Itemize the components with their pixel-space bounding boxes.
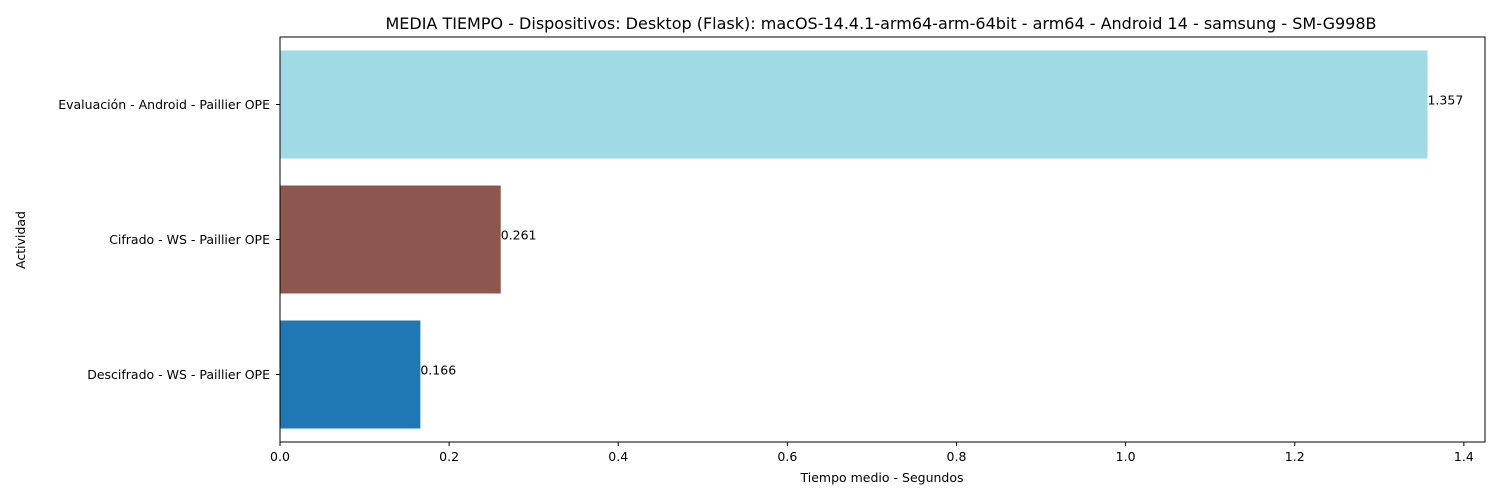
y-axis-label: Actividad <box>13 211 28 269</box>
bar <box>280 50 1428 159</box>
data-label: 1.357 <box>1427 93 1463 108</box>
bar <box>280 320 421 429</box>
y-tick-label: Cifrado - WS - Paillier OPE <box>109 232 270 247</box>
y-tick-label: Descifrado - WS - Paillier OPE <box>87 367 270 382</box>
x-tick-label: 1.4 <box>1454 449 1474 464</box>
data-label: 0.166 <box>420 363 456 378</box>
bar <box>280 185 501 294</box>
y-tick-label: Evaluación - Android - Paillier OPE <box>58 97 270 112</box>
x-tick-label: 0.6 <box>777 449 797 464</box>
chart-title: MEDIA TIEMPO - Dispositivos: Desktop (Fl… <box>385 14 1376 33</box>
x-tick-label: 1.0 <box>1116 449 1136 464</box>
x-tick-label: 0.8 <box>947 449 967 464</box>
data-label: 0.261 <box>501 228 537 243</box>
x-tick-label: 0.0 <box>270 449 290 464</box>
x-tick-label: 0.2 <box>439 449 459 464</box>
x-axis-label: Tiempo medio - Segundos <box>799 470 963 485</box>
x-tick-label: 0.4 <box>608 449 628 464</box>
x-tick-label: 1.2 <box>1285 449 1305 464</box>
plot-frame <box>279 36 1486 443</box>
